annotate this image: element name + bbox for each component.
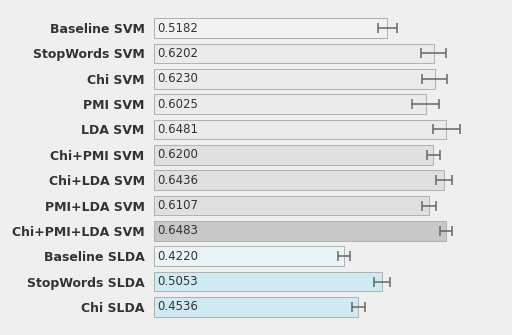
Text: 0.6200: 0.6200 [157, 148, 198, 161]
Text: 0.6483: 0.6483 [157, 224, 198, 237]
Text: 0.4220: 0.4220 [157, 250, 198, 263]
Text: 0.6436: 0.6436 [157, 174, 198, 187]
Text: 0.5182: 0.5182 [157, 22, 198, 35]
Bar [154, 69, 435, 89]
Bar [154, 94, 425, 114]
Bar [154, 297, 358, 317]
Bar [154, 221, 446, 241]
Bar [154, 196, 429, 215]
Text: 0.4536: 0.4536 [157, 300, 198, 313]
Bar [154, 145, 434, 165]
Bar [154, 170, 444, 190]
Text: 0.6230: 0.6230 [157, 72, 198, 85]
Text: 0.6107: 0.6107 [157, 199, 198, 212]
Bar [154, 18, 388, 38]
Bar [154, 44, 434, 63]
Bar [154, 246, 344, 266]
Bar [154, 272, 381, 291]
Text: 0.6481: 0.6481 [157, 123, 198, 136]
Bar [154, 120, 446, 139]
Text: 0.6025: 0.6025 [157, 98, 198, 111]
Text: 0.5053: 0.5053 [157, 275, 198, 288]
Text: 0.6202: 0.6202 [157, 47, 198, 60]
